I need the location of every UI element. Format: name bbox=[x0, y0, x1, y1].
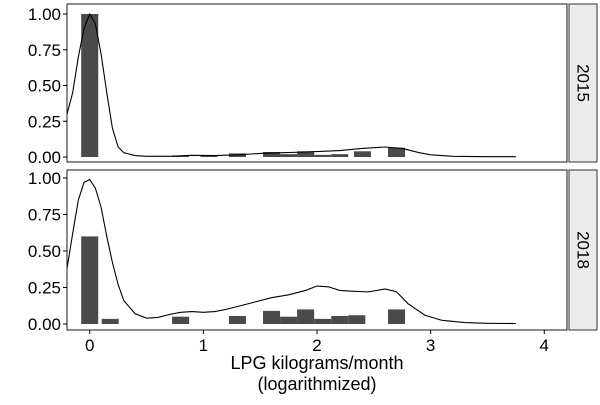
y-tick-label: 1.00 bbox=[28, 169, 61, 188]
histogram-bar bbox=[297, 151, 315, 157]
y-tick-label: 0.25 bbox=[28, 279, 61, 298]
facet-panel-2018: 0.00 0.25 0.50 0.75 1.00 2018 bbox=[28, 169, 598, 334]
histogram-bar bbox=[228, 315, 246, 324]
facet-strip-label: 2015 bbox=[574, 64, 593, 102]
x-tick-label: 4 bbox=[540, 336, 549, 355]
histogram-bar bbox=[331, 315, 349, 324]
histogram-bar bbox=[200, 155, 218, 157]
y-tick-label: 0.50 bbox=[28, 242, 61, 261]
histogram-bar bbox=[280, 154, 298, 157]
x-axis-title-line-1: LPG kilograms/month bbox=[230, 353, 404, 373]
y-tick-label: 0.50 bbox=[28, 77, 61, 96]
facet-strip bbox=[568, 169, 598, 331]
y-tick-label: 0.00 bbox=[28, 315, 61, 334]
density-curve bbox=[66, 178, 516, 325]
x-tick-label: 1 bbox=[199, 336, 208, 355]
facet-strip-label: 2018 bbox=[574, 231, 593, 269]
facet-panel-2015: 0.00 0.25 0.50 0.75 1.00 2015 bbox=[28, 3, 598, 167]
histogram-bar bbox=[388, 309, 406, 324]
histogram-bar bbox=[280, 316, 298, 324]
density-curve bbox=[66, 12, 516, 158]
y-tick-label: 0.75 bbox=[28, 206, 61, 225]
histogram-bar bbox=[263, 152, 281, 157]
x-axis-title-line-2: (logarithmized) bbox=[257, 374, 377, 394]
histogram-bar bbox=[388, 147, 406, 157]
x-tick-label: 2 bbox=[312, 336, 321, 355]
panel-frame bbox=[66, 3, 568, 163]
x-axis: 0 1 2 3 4 bbox=[85, 330, 549, 355]
x-tick-label: 0 bbox=[85, 336, 94, 355]
y-tick-label: 0.25 bbox=[28, 112, 61, 131]
panel-frame bbox=[66, 169, 568, 331]
histogram-bar bbox=[314, 318, 332, 324]
histogram-bar bbox=[263, 310, 281, 324]
histogram-bar bbox=[81, 14, 99, 157]
histogram-bar bbox=[101, 318, 119, 324]
y-tick-label: 0.75 bbox=[28, 41, 61, 60]
y-tick-label: 0.00 bbox=[28, 148, 61, 167]
y-tick-label: 1.00 bbox=[28, 5, 61, 24]
histogram-bar bbox=[331, 154, 349, 157]
histogram-bar bbox=[348, 315, 366, 324]
x-tick-label: 3 bbox=[426, 336, 435, 355]
histogram-bar bbox=[297, 309, 315, 324]
histogram-bar bbox=[172, 316, 190, 324]
histogram-bar bbox=[314, 154, 332, 157]
histogram-bar bbox=[353, 151, 371, 157]
facet-strip bbox=[568, 3, 598, 163]
facet-panels: 0.00 0.25 0.50 0.75 1.00 2015 0.00 0.25 0.50 0.75… bbox=[28, 3, 598, 334]
histogram-bar bbox=[81, 236, 99, 324]
